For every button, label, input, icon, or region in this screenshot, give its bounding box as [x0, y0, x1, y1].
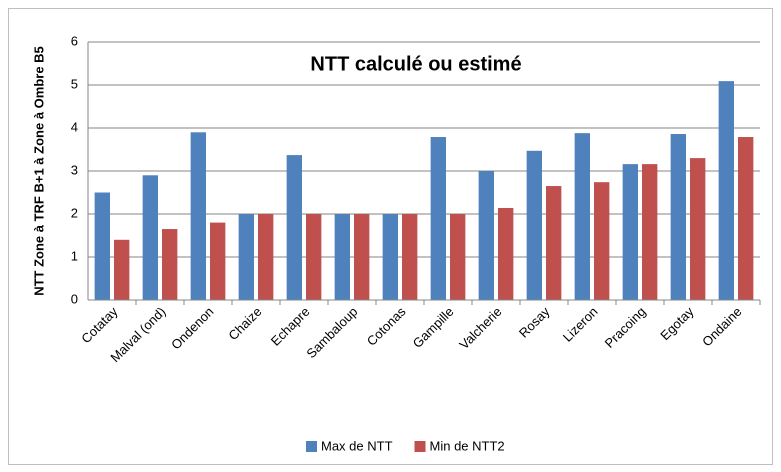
- bar: [574, 133, 590, 300]
- chart-title: NTT calculé ou estimé: [310, 53, 521, 75]
- bar: [526, 150, 542, 300]
- bar: [690, 158, 706, 300]
- bar: [382, 214, 398, 300]
- bar: [478, 171, 494, 300]
- bar: [286, 155, 302, 300]
- bar: [238, 214, 254, 300]
- y-tick-label: 6: [71, 33, 78, 48]
- bar: [306, 214, 322, 300]
- legend-label: Max de NTT: [321, 438, 393, 453]
- bar: [670, 134, 686, 300]
- bar: [718, 81, 734, 300]
- y-tick-label: 5: [71, 76, 78, 91]
- y-tick-label: 3: [71, 162, 78, 177]
- legend-swatch: [414, 441, 426, 452]
- bar: [210, 222, 226, 300]
- y-axis-label: NTT Zone à TRF B+1 à Zone à Ombre B5: [31, 46, 46, 296]
- y-tick-label: 2: [71, 205, 78, 220]
- bar: [546, 186, 562, 300]
- bar: [258, 214, 274, 300]
- bar: [594, 182, 610, 300]
- bar: [642, 164, 658, 300]
- bar: [114, 239, 130, 300]
- bar: [622, 164, 638, 300]
- bar: [142, 175, 158, 300]
- bar: [334, 214, 350, 300]
- bar: [162, 229, 178, 300]
- bar: [738, 137, 754, 300]
- legend-swatch: [306, 441, 317, 452]
- y-tick-label: 4: [71, 119, 78, 134]
- bar: [430, 137, 446, 300]
- y-tick-label: 1: [71, 248, 78, 263]
- legend-label: Min de NTT2: [430, 438, 505, 453]
- bar: [354, 214, 370, 300]
- bar: [402, 214, 418, 300]
- bar: [94, 192, 110, 300]
- bar: [190, 132, 206, 300]
- bar: [450, 214, 466, 300]
- bar: [498, 207, 514, 300]
- y-tick-label: 0: [71, 291, 78, 306]
